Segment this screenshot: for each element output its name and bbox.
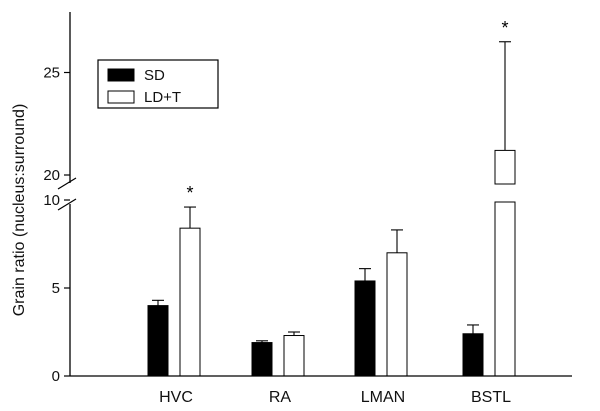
x-tick-label: HVC <box>159 389 193 406</box>
x-tick-label: LMAN <box>361 389 405 406</box>
y-axis-label: Grain ratio (nucleus:surround) <box>11 104 28 317</box>
legend-label: SD <box>144 67 165 84</box>
axis-break-mark <box>57 177 77 190</box>
bar-hvc-sd <box>147 305 169 377</box>
y-tick-label: 5 <box>52 280 60 297</box>
significance-marker: * <box>186 183 193 203</box>
bar-bstl-sd <box>462 333 484 377</box>
axis-break-mark <box>57 198 77 211</box>
bar-ra-ldt <box>283 335 305 377</box>
legend-swatch <box>107 68 135 82</box>
axes-layer <box>57 12 572 377</box>
bar-upper-bstl <box>494 149 516 185</box>
y-tick-label: 10 <box>43 192 60 209</box>
significance-marker: * <box>501 18 508 38</box>
y-tick-label: 20 <box>43 167 60 184</box>
bar-bstl-ldt <box>494 201 516 377</box>
x-tick-label: BSTL <box>471 389 511 406</box>
x-tick-label: RA <box>269 389 292 406</box>
y-tick-label: 0 <box>52 368 60 385</box>
bar-lman-sd <box>354 280 376 377</box>
labels-layer: 0 5 10 20 25 Grain ratio (nucleus:surround) * H… <box>11 18 511 406</box>
bar-ra-sd <box>251 342 273 377</box>
y-tick-label: 25 <box>43 65 60 82</box>
bar-hvc-ldt <box>179 227 201 377</box>
legend: SD LD+T <box>97 59 219 109</box>
bar-lman-ldt <box>386 252 408 377</box>
legend-label: LD+T <box>144 89 181 106</box>
legend-swatch <box>107 90 135 104</box>
